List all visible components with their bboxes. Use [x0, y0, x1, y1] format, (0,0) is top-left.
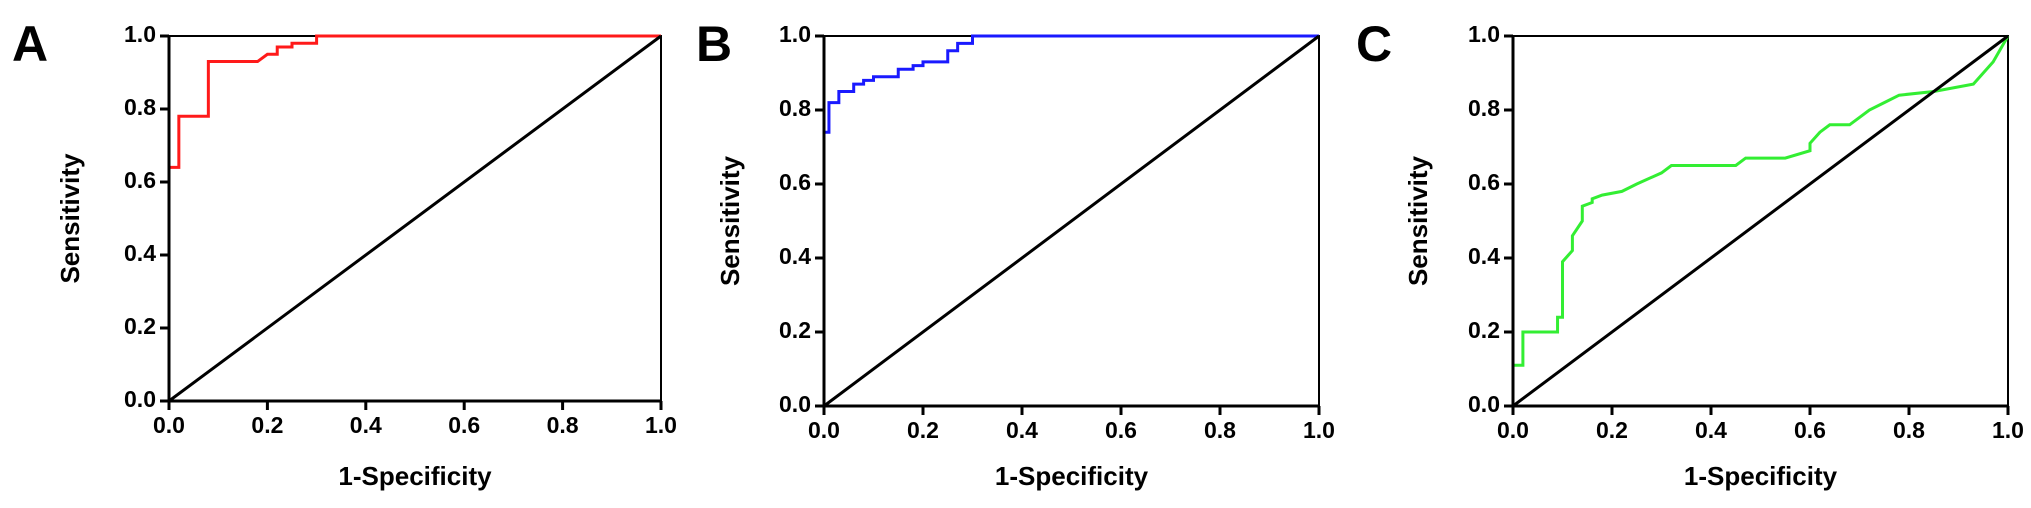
x-axis-label: 1-Specificity	[338, 461, 492, 491]
y-tick-label: 0.4	[124, 240, 156, 266]
y-tick-label: 1.0	[1468, 21, 1500, 47]
roc-line	[823, 34, 1320, 408]
y-tick-label: 1.0	[124, 21, 156, 47]
y-tick-label: 0.6	[779, 169, 811, 195]
y-tick-label: 0.4	[779, 243, 811, 269]
y-tick-label: 0.8	[1468, 95, 1500, 121]
y-tick-label: 0.8	[124, 94, 156, 120]
y-tick-label: 0.8	[779, 95, 811, 121]
x-tick-label: 0.8	[547, 412, 579, 438]
panel-label: B	[696, 16, 732, 72]
panel-label: C	[1356, 16, 1392, 72]
x-axis-label: 1-Specificity	[995, 461, 1149, 491]
x-tick-label: 0.8	[1204, 417, 1236, 443]
x-tick-label: 0.0	[808, 417, 840, 443]
y-tick-label: 0.0	[1468, 391, 1500, 417]
roc-line	[1512, 34, 2009, 408]
x-tick-label: 0.4	[1695, 417, 1727, 443]
x-tick-label: 0.6	[448, 412, 480, 438]
x-tick-label: 0.6	[1105, 417, 1137, 443]
y-axis-label: Sensitivity	[715, 155, 745, 286]
roc-line	[1511, 35, 2010, 406]
x-tick-label: 1.0	[645, 412, 677, 438]
x-tick-label: 0.8	[1893, 417, 1925, 443]
roc-line	[822, 34, 1319, 406]
y-axis-label: Sensitivity	[1403, 155, 1433, 286]
x-tick-label: 1.0	[1992, 417, 2024, 443]
roc-line	[167, 34, 661, 401]
x-tick-label: 0.0	[153, 412, 185, 438]
x-axis-label: 1-Specificity	[1684, 461, 1838, 491]
roc-line	[168, 34, 662, 403]
y-tick-label: 0.0	[779, 391, 811, 417]
x-tick-label: 0.2	[251, 412, 283, 438]
y-tick-label: 0.2	[1468, 317, 1500, 343]
y-tick-label: 0.6	[124, 167, 156, 193]
y-tick-label: 0.2	[124, 313, 156, 339]
y-tick-label: 0.0	[124, 386, 156, 412]
y-tick-label: 1.0	[779, 21, 811, 47]
panel-label: A	[12, 16, 48, 72]
y-tick-label: 0.6	[1468, 169, 1500, 195]
y-tick-label: 0.2	[779, 317, 811, 343]
x-tick-label: 0.6	[1794, 417, 1826, 443]
x-tick-label: 0.2	[907, 417, 939, 443]
y-tick-label: 0.4	[1468, 243, 1500, 269]
x-tick-label: 0.4	[350, 412, 382, 438]
x-tick-label: 0.4	[1006, 417, 1038, 443]
y-axis-label: Sensitivity	[55, 153, 85, 284]
x-tick-label: 0.2	[1596, 417, 1628, 443]
x-tick-label: 1.0	[1303, 417, 1335, 443]
x-tick-label: 0.0	[1497, 417, 1529, 443]
